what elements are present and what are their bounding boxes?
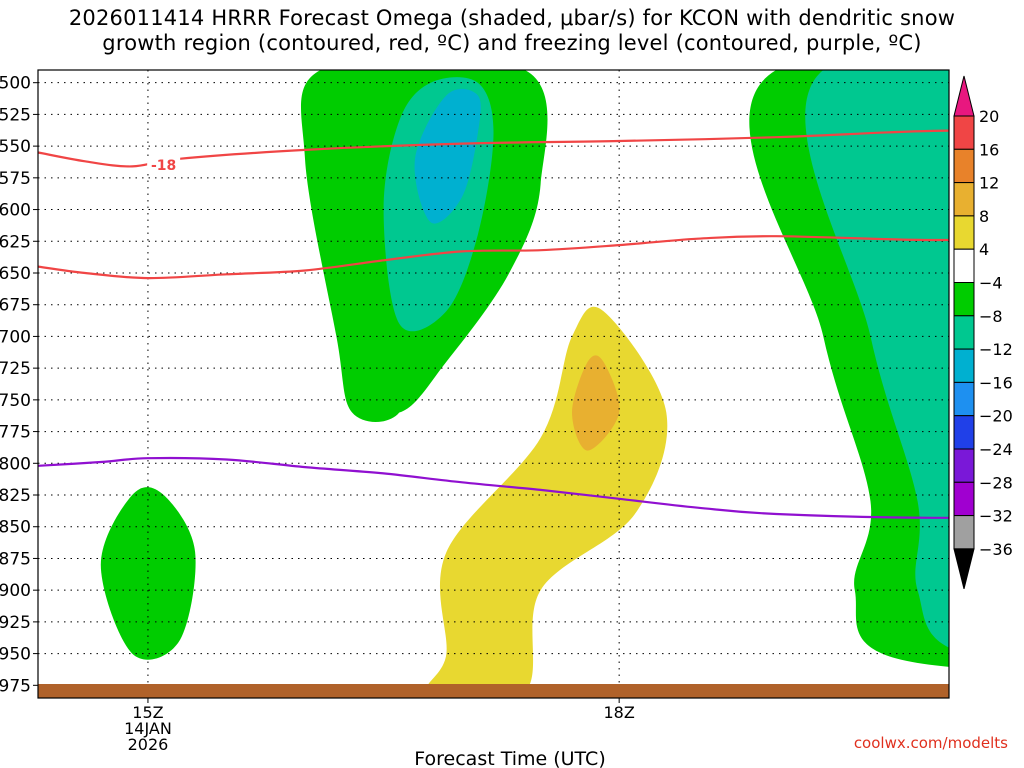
x-axis-label: Forecast Time (UTC) [414, 748, 605, 768]
colorbar-label: 20 [979, 107, 999, 126]
chart-title: 2026011414 HRRR Forecast Omega (shaded, … [0, 6, 1024, 56]
colorbar: 20 16 12 8 4 −4 −8 −12 −16 −20 −24 −28 −32 −36 [953, 75, 1013, 590]
colorbar-label: −8 [979, 307, 1003, 326]
omega-region-5 [805, 70, 949, 648]
y-tick-label: 950 [0, 645, 31, 665]
colorbar-swatch [953, 448, 975, 483]
colorbar-label: 12 [979, 174, 999, 193]
colorbar-label: 8 [979, 207, 989, 226]
y-tick-label: 800 [0, 454, 31, 474]
x-tick-label: 18Z [603, 703, 634, 722]
colorbar-top-arrow [953, 75, 975, 117]
y-tick-label: 875 [0, 549, 31, 569]
y-tick-label: 900 [0, 581, 31, 601]
credit-text: coolwx.com/modelts [853, 734, 1008, 752]
contour--12 [38, 235, 949, 280]
contour-0 [38, 456, 949, 519]
colorbar-label: −24 [979, 440, 1013, 459]
colorbar-label: −16 [979, 373, 1013, 392]
plot-frame [37, 69, 950, 699]
colorbar-label: 4 [979, 240, 989, 259]
colorbar-swatch [953, 315, 975, 350]
colorbar-label: −12 [979, 340, 1013, 359]
contour-label-layer: -18-120 [147, 157, 181, 174]
colorbar-swatch [953, 282, 975, 317]
y-tick-label: 725 [0, 359, 31, 379]
x-tick-label: 2026 [128, 735, 169, 754]
colorbar-label: −4 [979, 274, 1003, 293]
y-tick-label: 550 [0, 137, 31, 157]
y-tick-label: 625 [0, 232, 31, 252]
colorbar-swatch [953, 248, 975, 283]
omega-region-18 [100, 487, 196, 660]
colorbar-label: −28 [979, 473, 1013, 492]
colorbar-label: 16 [979, 140, 999, 159]
x-tick-label: 14JAN [124, 719, 172, 738]
y-axis: 500 525 550 575 600 625 650 675 700 725 750 775 800 8… [0, 74, 38, 696]
y-tick-label: 925 [0, 613, 31, 633]
y-tick-label: 850 [0, 518, 31, 538]
y-tick-label: 600 [0, 201, 31, 221]
omega-region-8 [980, 552, 1024, 624]
y-tick-label: 525 [0, 105, 31, 125]
colorbar-swatch [953, 515, 975, 550]
colorbar-swatch [953, 115, 975, 150]
y-tick-label: 750 [0, 391, 31, 411]
x-axis: 15Z14JAN202618Z21Z00Z15JAN03Z06Z [124, 698, 635, 754]
contour-layer [38, 129, 949, 519]
y-tick-label: 575 [0, 169, 31, 189]
grid-layer [38, 70, 949, 698]
contour--18 [38, 129, 949, 168]
colorbar-bottom-arrow [953, 548, 975, 590]
colorbar-label: −20 [979, 407, 1013, 426]
y-tick-label: 775 [0, 423, 31, 443]
y-tick-label: 675 [0, 296, 31, 316]
y-tick-label: 650 [0, 264, 31, 284]
colorbar-label: −32 [979, 507, 1013, 526]
x-tick-label: 15Z [132, 703, 163, 722]
y-tick-label: 975 [0, 676, 31, 696]
y-tick-label: 825 [0, 486, 31, 506]
omega-region-20 [572, 355, 620, 451]
colorbar-swatch [953, 215, 975, 250]
chart-title-line-1: 2026011414 HRRR Forecast Omega (shaded, … [68, 6, 956, 30]
colorbar-label: −36 [979, 540, 1013, 559]
colorbar-swatch [953, 415, 975, 450]
y-tick-label: 700 [0, 327, 31, 347]
contour-label: -18 [151, 158, 176, 174]
colorbar-swatch [953, 381, 975, 417]
colorbar-swatch [953, 148, 975, 184]
colorbar-swatch [953, 481, 975, 517]
colorbar-swatch [953, 348, 975, 383]
colorbar-swatch [953, 182, 975, 217]
chart-title-line-2: growth region (contoured, red, ºC) and f… [102, 31, 922, 55]
omega-region-3 [414, 88, 481, 224]
terrain-strip [38, 684, 949, 698]
contour-label-bg [147, 157, 181, 173]
y-tick-label: 500 [0, 74, 31, 94]
